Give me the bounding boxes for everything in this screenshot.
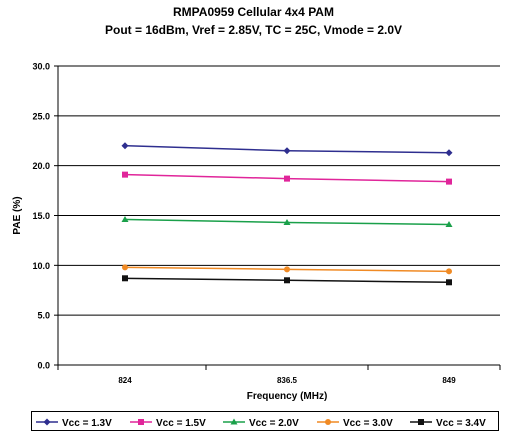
y-tick-label: 5.0 [37,311,50,321]
data-point [445,220,453,227]
chart-legend: Vcc = 1.3V Vcc = 1.5V Vcc = 2.0V Vcc = 3.0V… [31,411,499,431]
data-point [284,277,290,284]
data-point [121,142,129,150]
data-point [122,171,128,178]
legend-label: Vcc = 1.3V [62,418,112,429]
legend-label: Vcc = 3.0V [343,418,393,429]
data-point [446,279,452,286]
y-tick-label: 20.0 [32,161,50,171]
x-tick-label: 824 [118,376,132,385]
data-point [284,175,290,182]
legend-marker [325,419,331,425]
data-point [446,268,452,275]
data-point [284,266,290,273]
x-tick-label: 836.5 [277,376,298,385]
y-tick-label: 30.0 [32,62,50,72]
data-point [446,178,452,185]
y-tick-label: 15.0 [32,211,50,221]
y-tick-label: 0.0 [37,361,50,371]
x-tick-label: 849 [442,376,456,385]
data-point [283,147,291,155]
chart-subtitle: Pout = 16dBm, Vref = 2.85V, TC = 25C, Vm… [104,23,403,37]
data-point [445,149,453,157]
y-axis-title: PAE (%) [12,196,23,234]
legend-marker [138,419,144,425]
data-point [122,275,128,282]
data-point [122,264,128,271]
data-point [283,218,291,225]
legend-label: Vcc = 3.4V [436,418,486,429]
legend-label: Vcc = 2.0V [249,418,299,429]
legend-marker [230,418,238,425]
legend-label: Vcc = 1.5V [156,418,206,429]
chart-title: RMPA0959 Cellular 4x4 PAM [173,5,334,19]
chart-plot: 0.0 5.0 10.0 15.0 20.0 25.0 30.0 824 836.5 849 Fre… [12,62,501,402]
x-axis-title: Frequency (MHz) [247,391,328,402]
data-point [121,215,129,222]
legend-marker [418,419,424,425]
y-tick-label: 10.0 [32,261,50,271]
legend-marker [43,418,51,426]
y-tick-label: 25.0 [32,111,50,121]
